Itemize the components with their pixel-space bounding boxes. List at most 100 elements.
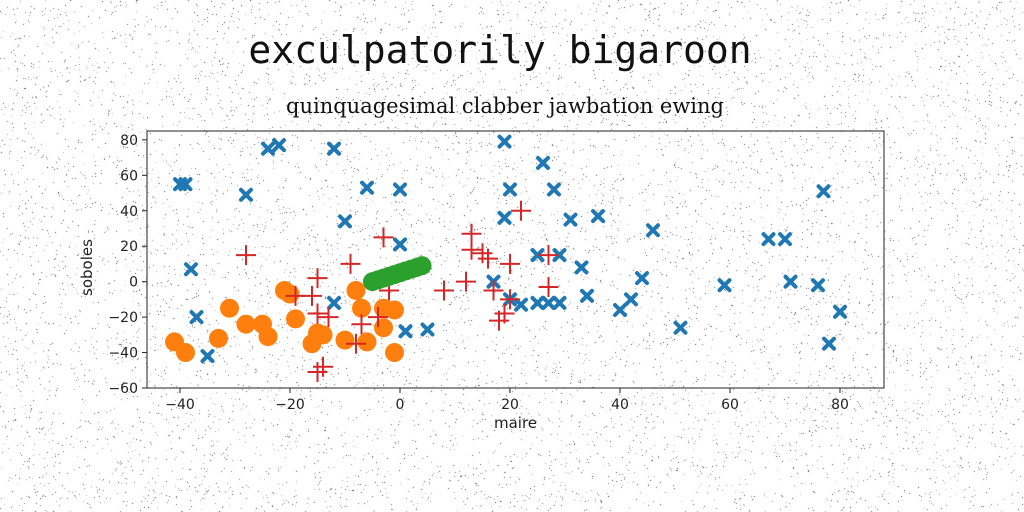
- data-point: [717, 278, 732, 293]
- data-point: [307, 362, 328, 383]
- data-point: [307, 268, 328, 289]
- x-tick-label: 20: [501, 397, 519, 413]
- data-point: [500, 253, 520, 274]
- series-1: [173, 134, 847, 364]
- x-tick-label: 40: [611, 397, 629, 413]
- data-point: [178, 177, 193, 192]
- axis-ticks: −40 −20 0 20 40 60 80 −60 −40 −20 0 20 40 60 80: [108, 133, 848, 413]
- data-point: [313, 356, 333, 377]
- data-point: [286, 309, 305, 329]
- data-point: [497, 134, 512, 149]
- data-point: [335, 330, 355, 350]
- data-point: [574, 260, 589, 275]
- data-point: [456, 271, 476, 292]
- data-point: [420, 322, 435, 337]
- data-point: [340, 253, 361, 274]
- x-tick-label: 60: [721, 397, 739, 413]
- axes-frame: [146, 130, 885, 389]
- data-point: [538, 245, 559, 266]
- data-point: [236, 314, 256, 334]
- data-point: [327, 295, 341, 310]
- data-point: [393, 237, 407, 252]
- data-point: [385, 300, 404, 320]
- data-point: [189, 310, 204, 325]
- data-point: [646, 223, 660, 238]
- y-axis-label: soboles: [78, 239, 96, 296]
- plot-marks: [165, 134, 847, 383]
- data-point: [783, 274, 798, 289]
- data-point: [624, 292, 638, 307]
- data-point: [833, 304, 847, 319]
- data-point: [352, 298, 371, 318]
- data-point: [360, 180, 374, 195]
- series-4: [363, 256, 432, 292]
- x-tick-label: 80: [831, 397, 849, 413]
- data-point: [373, 227, 394, 248]
- data-point: [552, 248, 567, 263]
- data-point: [541, 295, 556, 310]
- data-point: [307, 303, 328, 324]
- data-point: [338, 214, 352, 229]
- plot-area-frame: [146, 130, 885, 389]
- data-point: [494, 303, 515, 324]
- data-point: [368, 307, 388, 328]
- data-point: [547, 182, 561, 197]
- y-tick-label: 80: [120, 133, 138, 149]
- data-point: [258, 327, 278, 347]
- data-point: [580, 288, 594, 303]
- data-point: [483, 280, 504, 301]
- data-point: [511, 200, 531, 221]
- data-point: [272, 138, 286, 153]
- x-tick-label: −20: [275, 397, 305, 413]
- x-tick-label: −40: [165, 397, 195, 413]
- data-point: [538, 276, 559, 297]
- data-point: [346, 281, 366, 301]
- y-tick-label: −40: [108, 346, 138, 362]
- data-point: [239, 187, 253, 202]
- y-tick-label: −60: [108, 381, 138, 397]
- data-point: [503, 182, 517, 197]
- data-point: [261, 141, 275, 156]
- data-point: [530, 295, 545, 310]
- data-point: [184, 262, 198, 277]
- data-point: [816, 184, 831, 199]
- data-point: [209, 328, 228, 348]
- x-axis-label: maire: [494, 414, 537, 432]
- x-tick-label: 0: [396, 397, 405, 413]
- data-point: [318, 307, 339, 328]
- data-point: [412, 256, 432, 276]
- data-point: [591, 209, 605, 224]
- y-tick-label: 60: [120, 168, 138, 184]
- data-point: [472, 243, 493, 264]
- data-point: [200, 349, 215, 364]
- data-point: [673, 320, 688, 335]
- data-point: [374, 318, 393, 338]
- data-point: [552, 295, 567, 310]
- data-point: [461, 239, 482, 260]
- data-point: [613, 303, 627, 318]
- data-point: [346, 333, 366, 354]
- data-point: [434, 280, 454, 301]
- data-point: [176, 343, 195, 363]
- chart-title: exculpatorily bigaroon: [248, 28, 752, 72]
- data-point: [822, 336, 836, 351]
- data-point: [236, 245, 256, 266]
- data-point: [393, 182, 407, 197]
- data-point: [385, 343, 404, 363]
- data-point: [280, 284, 300, 304]
- data-point: [313, 325, 333, 345]
- data-point: [536, 155, 550, 170]
- data-point: [811, 278, 825, 293]
- data-point: [351, 314, 372, 335]
- data-point: [530, 248, 545, 263]
- y-tick-label: 0: [129, 275, 138, 291]
- data-point: [302, 285, 322, 306]
- series-2: [165, 281, 404, 363]
- data-point: [398, 324, 413, 339]
- data-point: [357, 332, 377, 352]
- y-tick-label: −20: [108, 310, 138, 326]
- data-point: [478, 248, 498, 269]
- data-point: [761, 232, 776, 247]
